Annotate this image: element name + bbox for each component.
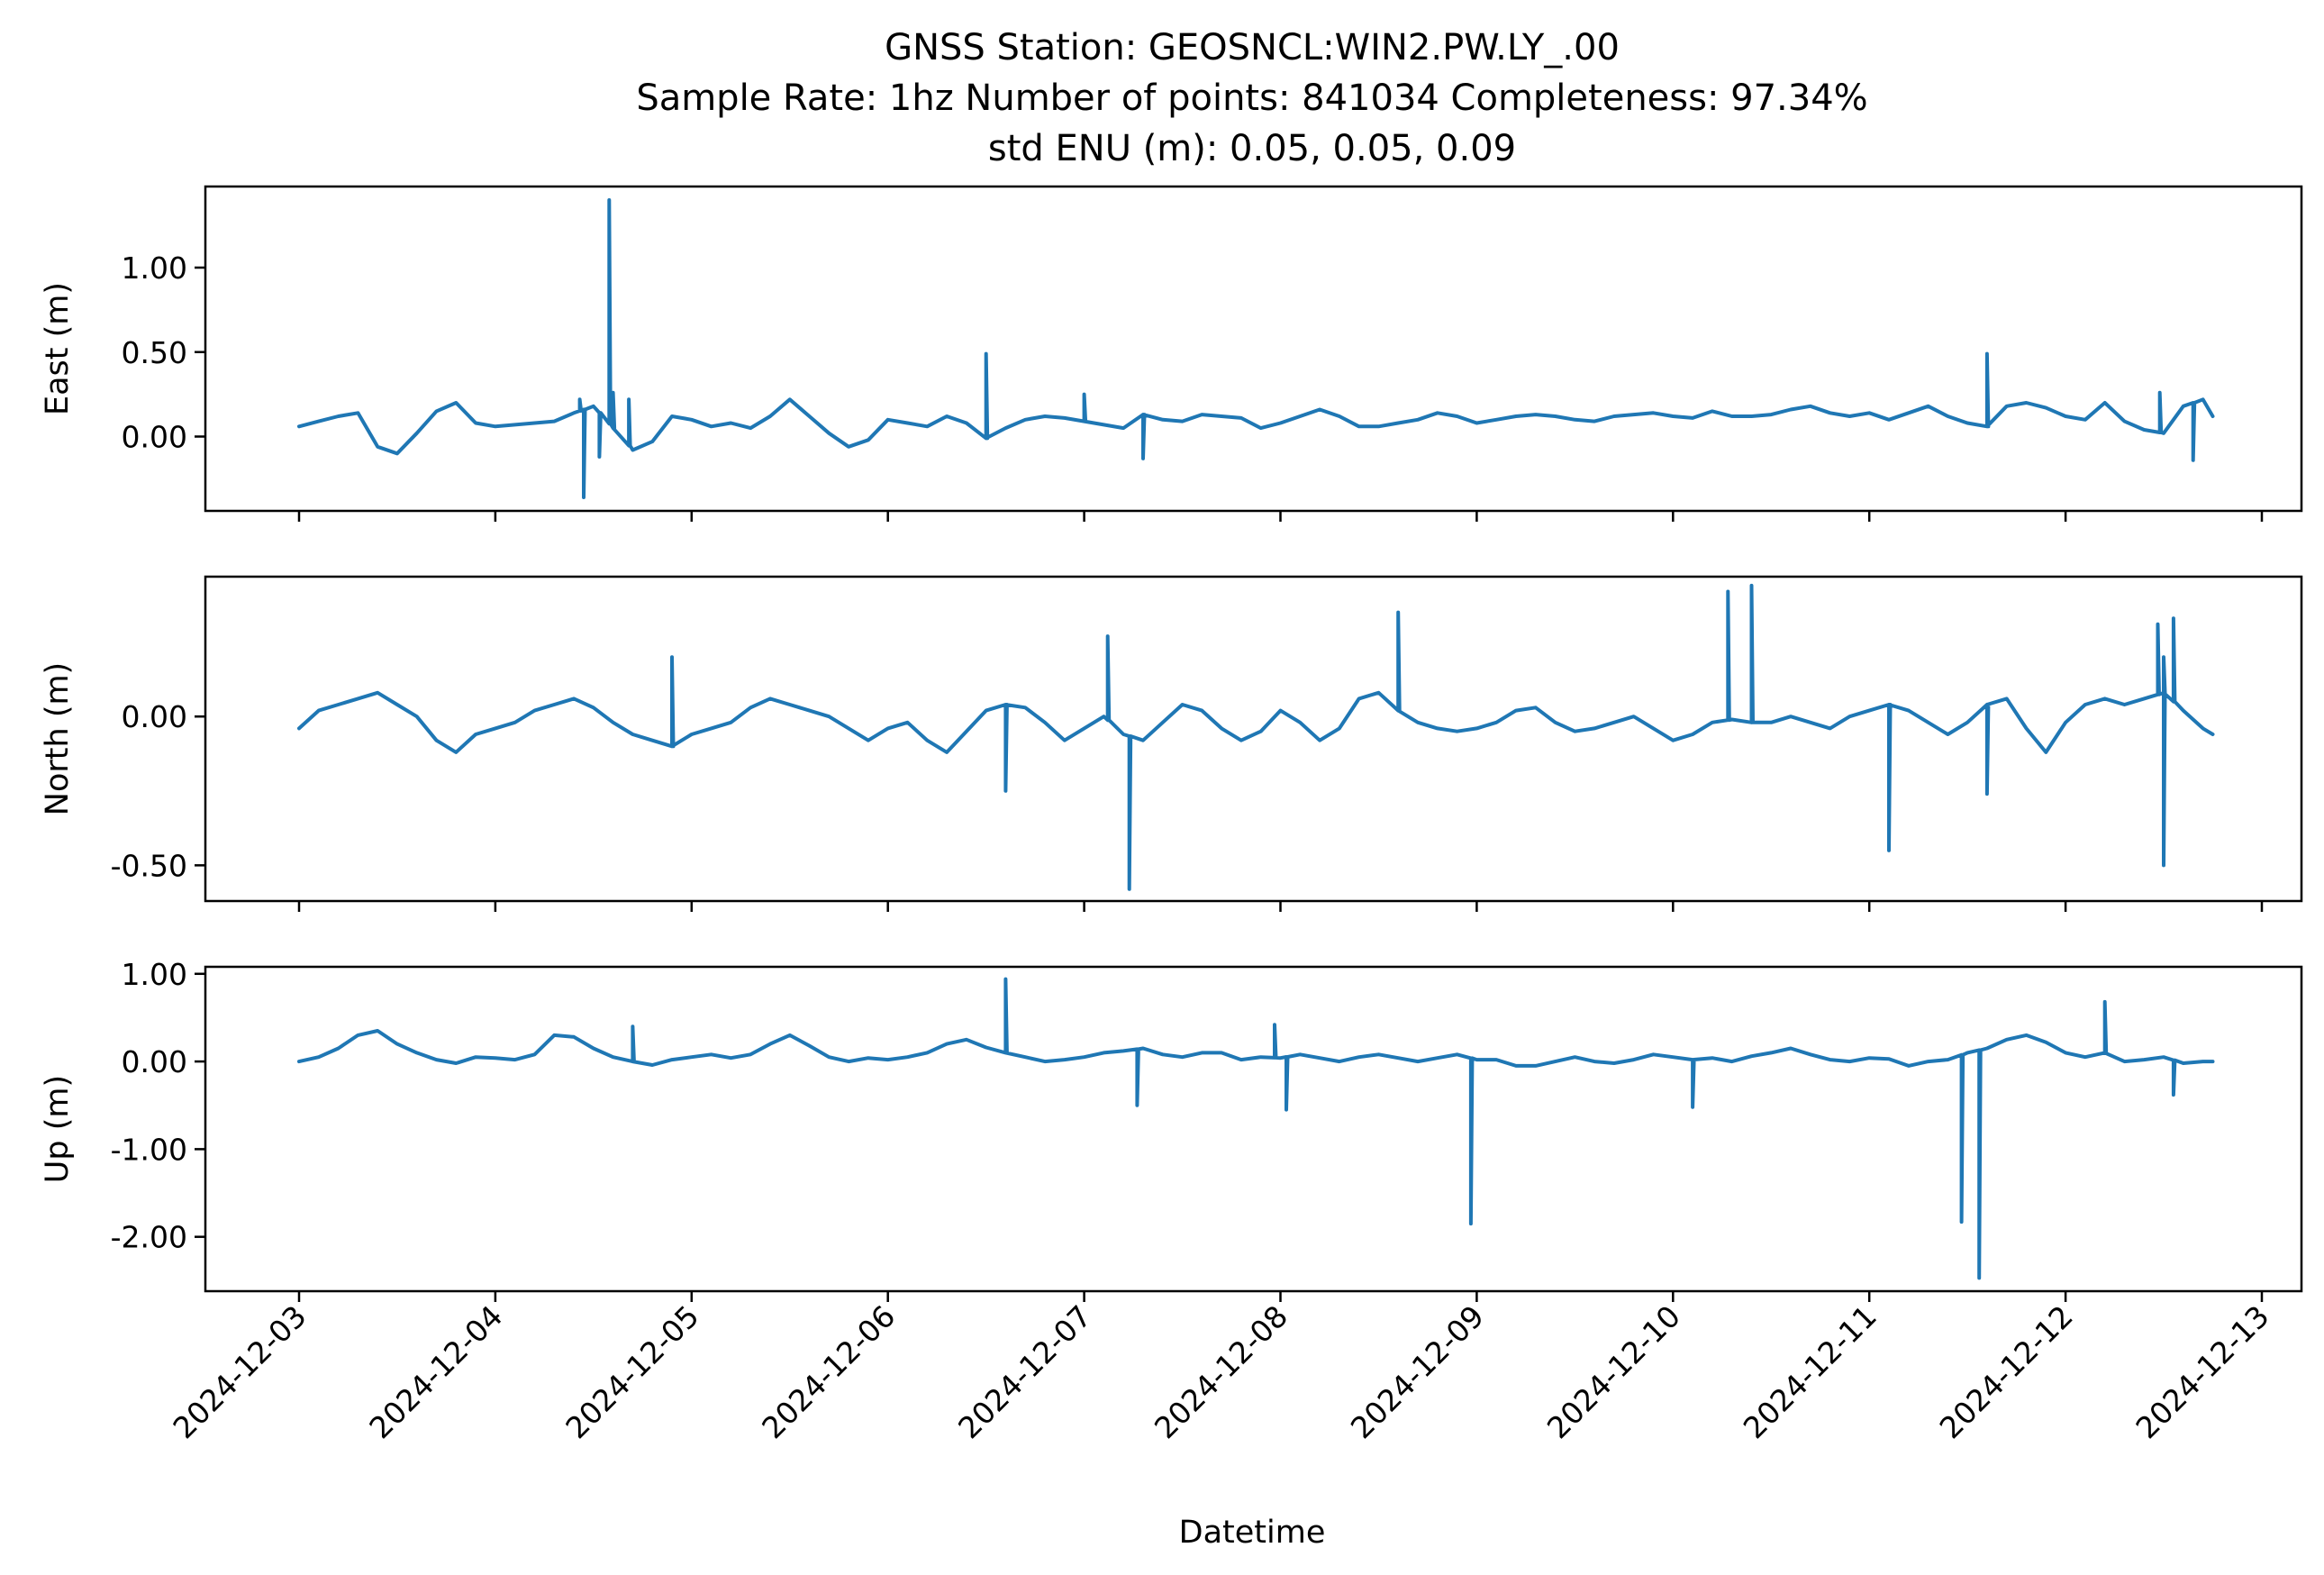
axes-frame-1 xyxy=(204,185,2303,513)
y-tick-label-2-1: 0.00 xyxy=(122,699,187,734)
y-tick-label-3-3: -1.00 xyxy=(111,1132,187,1167)
y-axis-label-2: North (m) xyxy=(40,662,76,815)
y-tick-label-3-2: 0.00 xyxy=(122,1044,187,1079)
panel-3: 1.00 0.00 -1.00 -2.00 Up (m) 2024-12-03 2024-1… xyxy=(40,957,2303,1445)
x-tick-label-7: 2024-12-09 xyxy=(1344,1298,1491,1445)
axes-frame-3 xyxy=(204,965,2303,1293)
series-line-1 xyxy=(297,198,2215,499)
panel-1: 1.00 0.50 0.00 East (m) xyxy=(40,185,2303,522)
chart-title: GNSS Station: GEOSNCL:WIN2.PW.LY_.00 Sam… xyxy=(636,27,1867,169)
y-axis-label-3: Up (m) xyxy=(40,1075,76,1183)
series-line-3 xyxy=(297,977,2215,1280)
x-tick-label-11: 2024-12-13 xyxy=(2129,1298,2275,1445)
title-line-3: std ENU (m): 0.05, 0.05, 0.09 xyxy=(988,128,1516,169)
x-axis-label: Datetime xyxy=(1179,1515,1326,1551)
x-tick-label-6: 2024-12-08 xyxy=(1148,1298,1294,1445)
x-tick-label-5: 2024-12-07 xyxy=(951,1298,1098,1445)
y-tick-label-3-4: -2.00 xyxy=(111,1220,187,1255)
y-tick-label-1-1: 1.00 xyxy=(122,250,187,286)
y-tick-label-3-1: 1.00 xyxy=(122,957,187,992)
x-tick-label-3: 2024-12-05 xyxy=(558,1298,705,1445)
title-line-2: Sample Rate: 1hz Number of points: 84103… xyxy=(636,77,1867,119)
panel-2: 0.00 -0.50 North (m) xyxy=(40,575,2303,912)
x-tick-label-10: 2024-12-12 xyxy=(1933,1298,2080,1445)
x-tick-label-4: 2024-12-06 xyxy=(755,1298,902,1445)
y-tick-label-1-3: 0.00 xyxy=(122,420,187,455)
y-tick-label-1-2: 0.50 xyxy=(122,335,187,370)
x-tick-label-9: 2024-12-11 xyxy=(1737,1298,1884,1445)
x-tick-label-2: 2024-12-04 xyxy=(362,1298,509,1445)
series-line-2 xyxy=(297,583,2215,891)
x-tick-label-8: 2024-12-10 xyxy=(1540,1298,1687,1445)
title-line-1: GNSS Station: GEOSNCL:WIN2.PW.LY_.00 xyxy=(885,27,1620,68)
y-tick-label-2-2: -0.50 xyxy=(111,848,187,883)
axes-frame-2 xyxy=(204,575,2303,903)
x-tick-label-1: 2024-12-03 xyxy=(166,1298,313,1445)
panels: 1.00 0.50 0.00 East (m) 0.00 -0.50 North (m) 1.… xyxy=(40,185,2303,1445)
y-axis-label-1: East (m) xyxy=(40,282,76,415)
